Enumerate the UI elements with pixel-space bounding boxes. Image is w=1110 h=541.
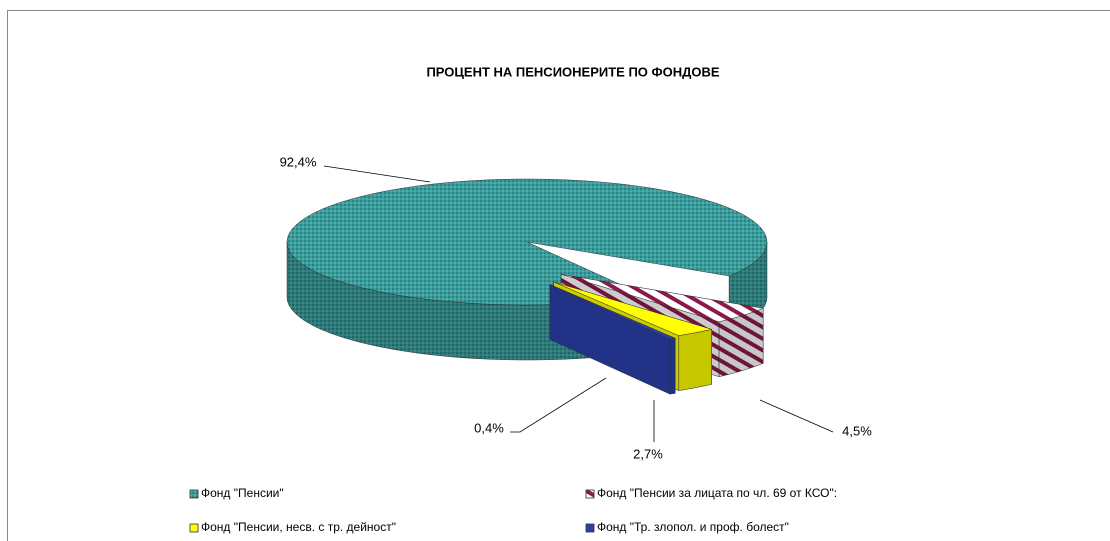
data-label: 0,4% bbox=[474, 420, 504, 435]
legend-swatch bbox=[585, 489, 595, 499]
legend-label: Фонд "Пенсии, несв. с тр. дейност" bbox=[201, 520, 396, 534]
chart-frame bbox=[7, 10, 1110, 541]
slice-top bbox=[286, 178, 768, 306]
legend-swatch bbox=[585, 523, 595, 533]
chart-title: ПРОЦЕНТ НА ПЕНСИОНЕРИТЕ ПО ФОНДОВЕ bbox=[426, 64, 719, 79]
slice-top bbox=[553, 281, 713, 336]
data-label: 4,5% bbox=[842, 423, 872, 438]
slice-side-shade bbox=[678, 329, 712, 391]
slice-top bbox=[561, 274, 765, 322]
leader-line bbox=[323, 165, 431, 183]
slice-face-shade bbox=[549, 284, 670, 395]
legend-label: Фонд "Пенсии" bbox=[201, 486, 284, 500]
legend-label: Фонд "Пенсии за лицата по чл. 69 от КСО"… bbox=[597, 486, 837, 500]
slice-side-shade bbox=[669, 338, 676, 395]
slice-side-shade bbox=[719, 308, 764, 377]
data-label: 92,4% bbox=[280, 154, 317, 169]
legend-swatch bbox=[189, 489, 199, 499]
slice-top bbox=[549, 284, 677, 340]
data-label: 2,7% bbox=[633, 446, 663, 461]
leader-line bbox=[510, 377, 607, 433]
pie-slice bbox=[549, 284, 677, 395]
legend-swatch bbox=[189, 523, 199, 533]
legend-label: Фонд "Тр. злопол. и проф. болест" bbox=[597, 520, 789, 534]
leader-line bbox=[759, 399, 834, 433]
